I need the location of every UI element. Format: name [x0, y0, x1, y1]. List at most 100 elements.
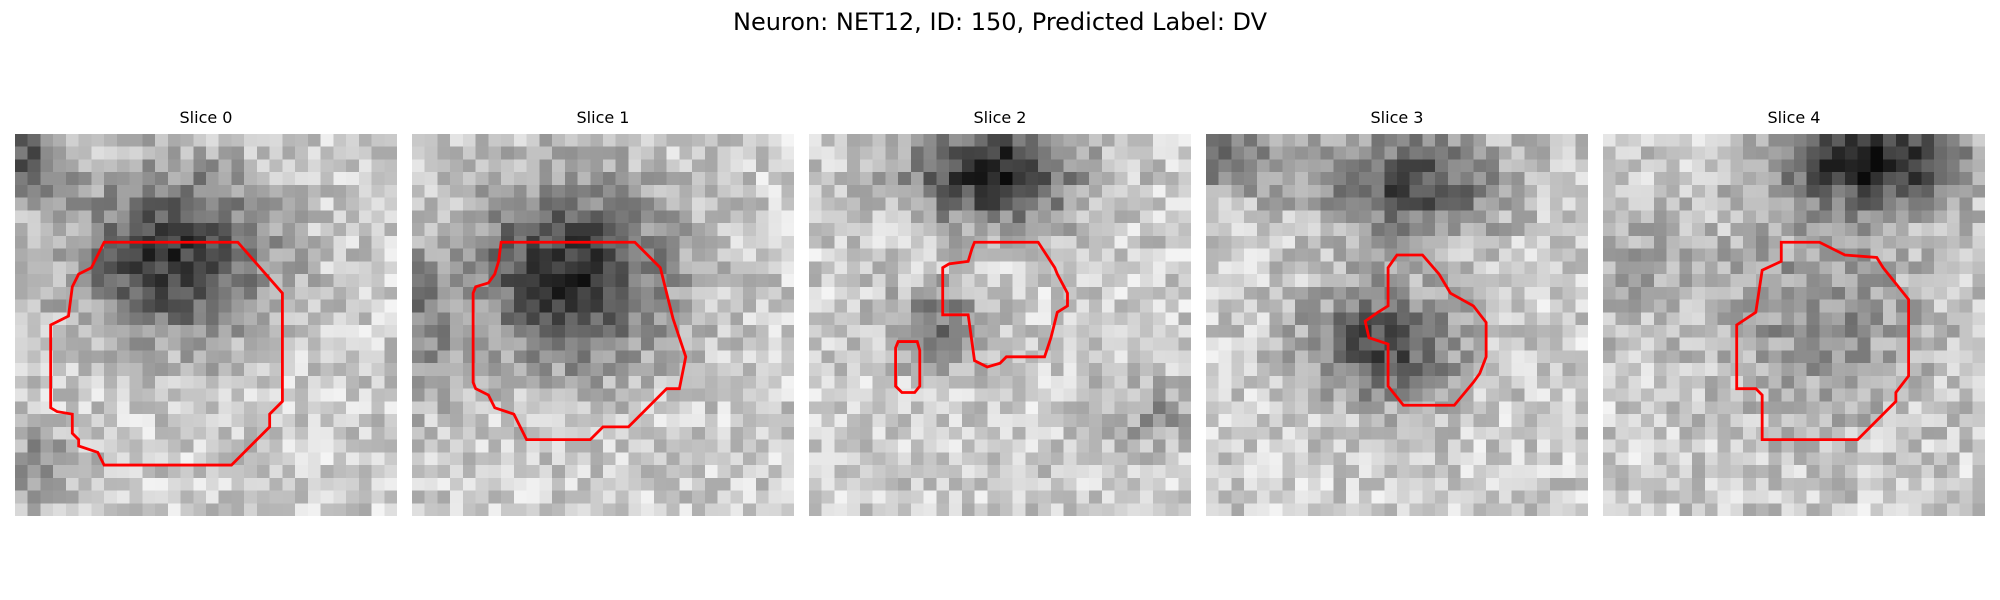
pixel: [1076, 414, 1090, 428]
pixel: [1447, 337, 1461, 351]
pixel: [743, 452, 757, 466]
pixel: [129, 159, 143, 173]
pixel: [78, 401, 92, 415]
pixel: [1641, 223, 1655, 237]
pixel: [437, 363, 451, 377]
pixel: [358, 503, 372, 516]
pixel: [949, 197, 963, 211]
pixel: [282, 401, 296, 415]
pixel: [615, 439, 629, 453]
pixel: [180, 184, 194, 198]
pixel: [1832, 159, 1846, 173]
pixel: [1498, 414, 1512, 428]
pixel: [307, 134, 321, 147]
pixel: [1206, 223, 1219, 237]
pixel: [692, 172, 706, 186]
pixel: [1384, 465, 1398, 479]
pixel: [256, 490, 270, 504]
pixel: [142, 337, 156, 351]
pixel: [1346, 274, 1360, 288]
pixel: [1152, 426, 1166, 440]
pixel: [1089, 159, 1103, 173]
pixel: [1498, 172, 1512, 186]
pixel: [513, 363, 527, 377]
pixel: [358, 312, 372, 326]
pixel: [1511, 286, 1525, 300]
pixel: [1972, 134, 1985, 147]
pixel: [564, 184, 578, 198]
pixel: [847, 426, 861, 440]
pixel: [1679, 439, 1693, 453]
pixel: [1435, 223, 1449, 237]
pixel: [615, 146, 629, 160]
pixel: [1320, 388, 1334, 402]
pixel: [1089, 210, 1103, 224]
pixel: [1653, 439, 1667, 453]
pixel: [539, 325, 553, 338]
pixel: [1768, 439, 1782, 453]
pixel: [116, 159, 130, 173]
pixel: [53, 172, 67, 186]
pixel: [142, 223, 156, 237]
pixel: [1295, 286, 1309, 300]
pixel: [1127, 388, 1141, 402]
pixel: [590, 363, 604, 377]
pixel: [1755, 375, 1769, 389]
pixel: [1282, 172, 1296, 186]
pixel: [755, 134, 769, 147]
pixel: [590, 439, 604, 453]
pixel: [1231, 235, 1245, 249]
pixel: [552, 388, 566, 402]
pixel: [1012, 388, 1026, 402]
pixel: [282, 477, 296, 491]
pixel: [1295, 337, 1309, 351]
pixel: [53, 325, 67, 338]
pixel: [1692, 299, 1706, 313]
pixel: [1256, 439, 1270, 453]
pixel: [755, 363, 769, 377]
pixel: [1218, 503, 1232, 516]
pixel: [1537, 388, 1551, 402]
pixel: [666, 465, 680, 479]
pixel: [1704, 414, 1718, 428]
pixel: [564, 210, 578, 224]
pixel: [1908, 248, 1922, 262]
pixel: [1269, 439, 1283, 453]
pixel: [1282, 490, 1296, 504]
pixel: [142, 452, 156, 466]
pixel: [717, 248, 731, 262]
pixel: [1781, 197, 1795, 211]
pixel: [1768, 426, 1782, 440]
pixel: [1152, 477, 1166, 491]
pixel: [949, 388, 963, 402]
pixel: [15, 197, 28, 211]
pixel: [384, 261, 397, 275]
pixel: [1346, 503, 1360, 516]
pixel: [513, 325, 527, 338]
pixel: [513, 401, 527, 415]
pixel: [65, 197, 79, 211]
pixel: [1320, 465, 1334, 479]
pixel: [1666, 223, 1680, 237]
pixel: [898, 465, 912, 479]
pixel: [859, 159, 873, 173]
pixel: [692, 325, 706, 338]
pixel: [1076, 286, 1090, 300]
pixel: [1409, 503, 1423, 516]
pixel: [282, 325, 296, 338]
pixel: [781, 248, 794, 262]
pixel: [1178, 337, 1191, 351]
pixel: [1819, 325, 1833, 338]
pixel: [358, 210, 372, 224]
pixel: [1857, 452, 1871, 466]
pixel: [821, 235, 835, 249]
pixel: [1679, 401, 1693, 415]
pixel: [116, 363, 130, 377]
pixel: [1972, 261, 1985, 275]
pixel: [1460, 312, 1474, 326]
pixel: [78, 375, 92, 389]
pixel: [781, 159, 794, 173]
pixel: [1012, 299, 1026, 313]
pixel: [717, 465, 731, 479]
pixel: [1511, 197, 1525, 211]
